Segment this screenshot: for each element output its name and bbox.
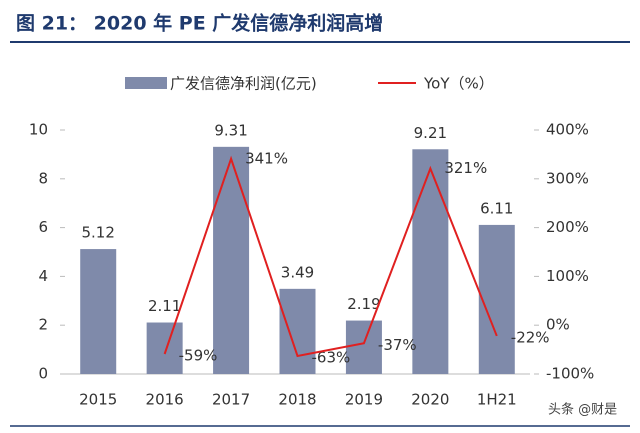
line-value-label: 321%	[444, 159, 487, 177]
legend-label: YoY（%）	[423, 75, 494, 93]
y-tick-label: 0	[38, 365, 48, 383]
bar	[412, 149, 449, 374]
y-tick-label: 2	[38, 316, 48, 334]
bar-value-label: 9.21	[414, 124, 447, 142]
x-tick-label: 2019	[345, 391, 383, 409]
y2-tick-label: 0%	[546, 316, 570, 334]
line-value-label: -22%	[511, 328, 550, 346]
y-tick-label: 4	[38, 267, 48, 285]
bar-value-label: 2.11	[148, 297, 181, 315]
bar	[345, 320, 382, 374]
line-value-label: -37%	[378, 336, 417, 354]
y-tick-label: 6	[38, 218, 48, 236]
legend-swatch	[125, 77, 167, 89]
x-tick-label: 1H21	[477, 391, 517, 409]
y-tick-label: 10	[29, 121, 48, 139]
bar	[146, 322, 183, 374]
y2-tick-label: -100%	[546, 365, 594, 383]
bar	[478, 224, 515, 374]
legend-label: 广发信德净利润(亿元)	[170, 75, 317, 93]
line-value-label: -63%	[312, 348, 351, 366]
y2-tick-label: 400%	[546, 121, 589, 139]
bar	[213, 146, 250, 374]
x-tick-label: 2015	[79, 391, 117, 409]
bar-value-label: 5.12	[82, 224, 115, 242]
bar	[80, 249, 117, 374]
watermark: 头条 @财是	[548, 402, 617, 418]
y2-tick-label: 200%	[546, 218, 589, 236]
y2-tick-label: 100%	[546, 267, 589, 285]
bar-value-label: 6.11	[480, 199, 513, 217]
bar	[279, 288, 316, 374]
bar-value-label: 9.31	[214, 121, 247, 139]
x-tick-label: 2020	[411, 391, 449, 409]
x-tick-label: 2017	[212, 391, 250, 409]
chart-title: 图 21： 2020 年 PE 广发信德净利润高增	[16, 12, 383, 35]
x-tick-label: 2016	[146, 391, 184, 409]
y2-tick-label: 300%	[546, 169, 589, 187]
line-value-label: 341%	[245, 149, 288, 167]
bar-value-label: 2.19	[347, 295, 380, 313]
x-tick-label: 2018	[278, 391, 316, 409]
line	[163, 155, 498, 358]
y-tick-label: 8	[38, 169, 48, 187]
bar-value-label: 3.49	[281, 263, 314, 281]
line-value-label: -59%	[179, 346, 218, 364]
